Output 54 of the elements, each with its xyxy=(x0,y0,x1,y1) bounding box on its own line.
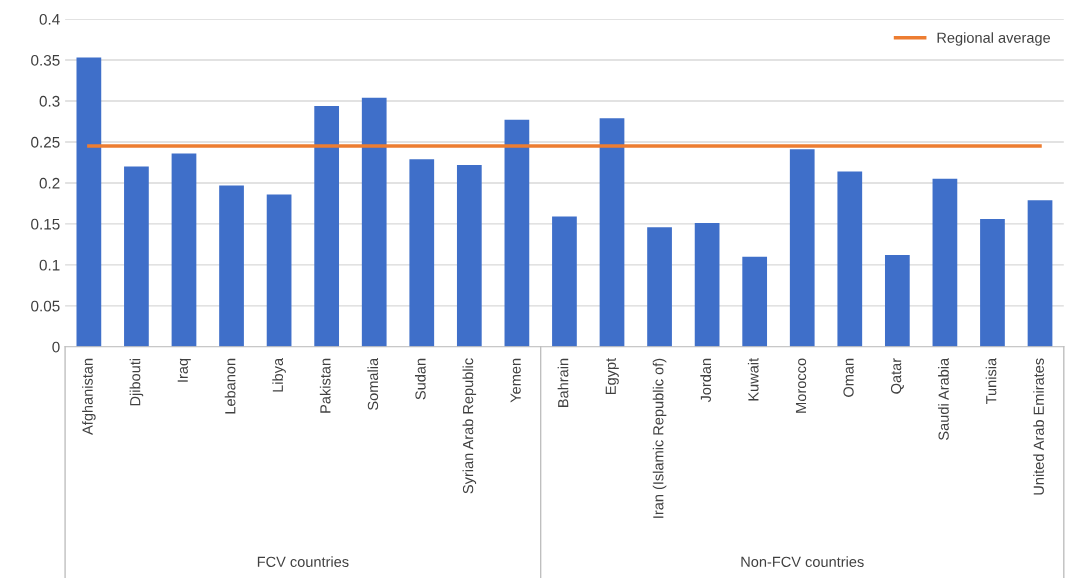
x-tick-label: Pakistan xyxy=(319,358,331,413)
y-tick-label: 0.15 xyxy=(31,218,60,230)
bar xyxy=(980,218,1005,347)
bar xyxy=(266,194,292,347)
x-tick-label: Bahrain xyxy=(557,358,569,407)
y-tick-label: 0.2 xyxy=(39,177,60,189)
x-tick-label: Libya xyxy=(272,357,286,392)
text: FCV countries xyxy=(257,556,349,568)
y-tick-label: 0 xyxy=(52,341,60,353)
bar xyxy=(361,97,387,347)
bar xyxy=(837,171,863,347)
x-tick-label: Sudan xyxy=(414,358,426,400)
x-tick-label: Qatar xyxy=(890,358,904,394)
bar xyxy=(1027,200,1053,347)
y-tick-label: 0.25 xyxy=(31,136,60,148)
y-tick-label: 0.4 xyxy=(39,13,60,25)
y-tick-label: 0.05 xyxy=(31,300,60,312)
bar xyxy=(884,255,910,347)
x-tick-label: Kuwait xyxy=(747,358,759,401)
x-tick-label: Egypt xyxy=(605,358,619,394)
bar xyxy=(742,256,768,347)
x-tick-label: Tunisia xyxy=(985,357,997,405)
bar xyxy=(124,166,149,347)
bar xyxy=(647,227,672,347)
x-tick-label: Saudi Arabia xyxy=(938,357,949,440)
x-tick-label: Djibouti xyxy=(129,358,144,406)
y-tick-label: 0.1 xyxy=(39,259,60,271)
bar xyxy=(409,159,435,347)
y-tick-label: 0.3 xyxy=(39,95,60,107)
bar xyxy=(552,216,577,347)
x-tick-label: Jordan xyxy=(700,358,712,403)
bar xyxy=(219,185,244,347)
x-tick-label: Somalia xyxy=(367,357,379,410)
bar xyxy=(171,153,197,347)
x-tick-label: Iraq xyxy=(177,358,191,382)
bar xyxy=(314,105,340,347)
x-tick-label: Oman xyxy=(843,358,854,397)
x-tick-label: United Arab Emirates xyxy=(1033,358,1044,495)
legend-label: Regional average xyxy=(937,32,1051,46)
bar xyxy=(599,118,625,347)
x-tick-label: Iran (Islamic Republic of) xyxy=(652,358,667,518)
y-tick-label: 0.35 xyxy=(31,54,60,66)
bar xyxy=(694,223,720,347)
bar xyxy=(932,178,958,347)
bar xyxy=(76,57,102,347)
text: Non-FCV countries xyxy=(741,556,864,568)
x-tick-label: Morocco xyxy=(795,358,807,413)
bar xyxy=(504,119,530,347)
x-tick-label: Syrian Arab Republic xyxy=(462,358,477,494)
bar xyxy=(789,149,815,347)
bar xyxy=(456,164,482,347)
x-tick-label: Afghanistan xyxy=(82,358,96,435)
x-tick-label: Yemen xyxy=(510,358,521,403)
x-tick-label: Lebanon xyxy=(224,358,236,414)
